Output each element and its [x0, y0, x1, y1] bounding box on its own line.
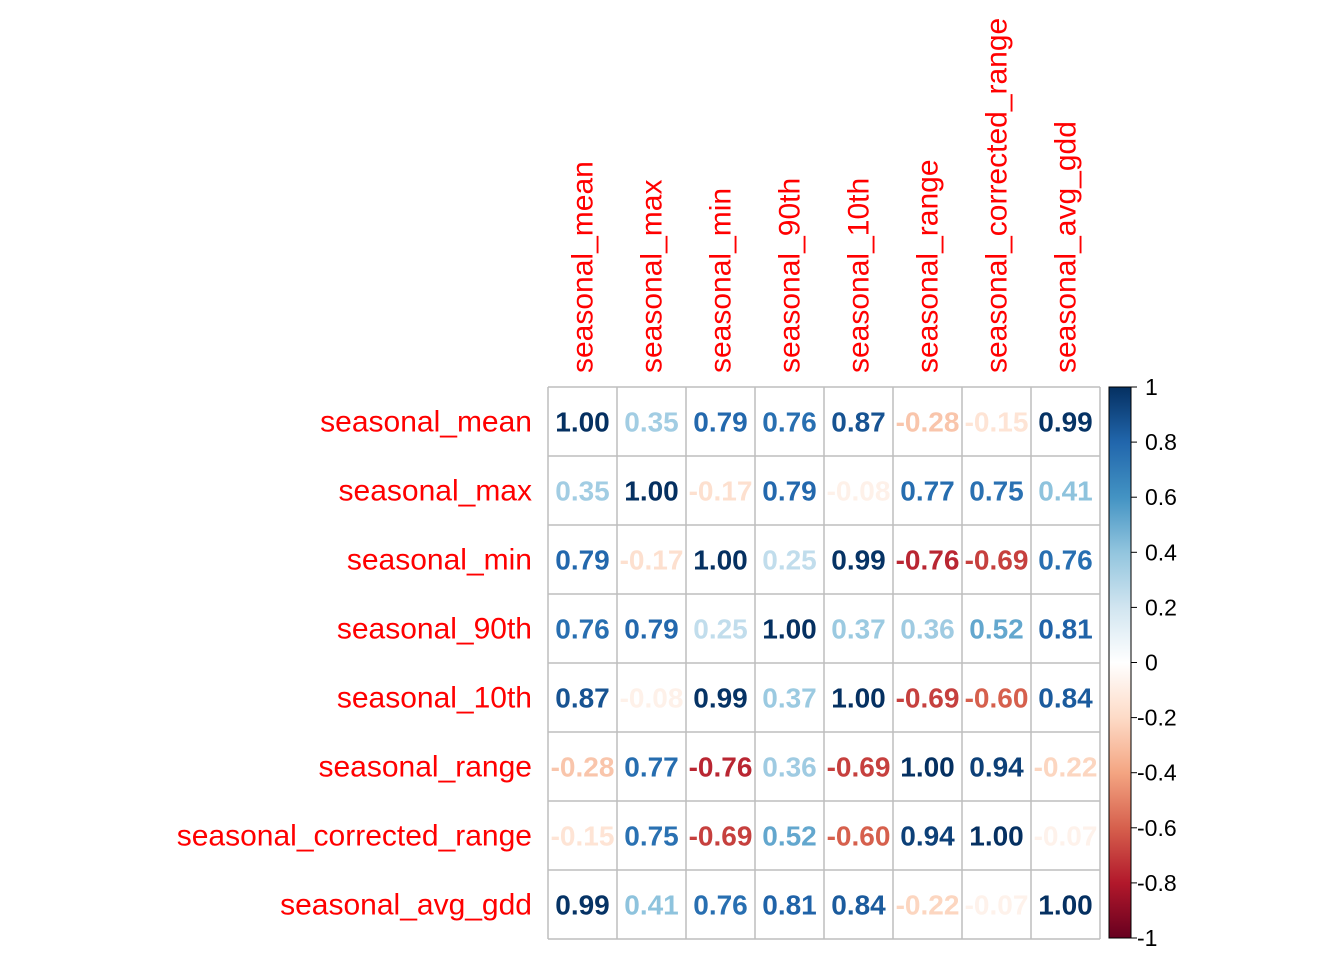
cell-value: -0.28: [551, 752, 615, 783]
cell-value: -0.07: [965, 890, 1029, 921]
cell-value: -0.17: [689, 476, 753, 507]
column-label: seasonal_corrected_range: [981, 18, 1014, 373]
cell-value: 0.79: [555, 545, 610, 576]
color-bar-tick-label: 0.4: [1145, 539, 1177, 565]
color-bar: [1108, 386, 1132, 939]
cell-value: 0.77: [624, 752, 679, 783]
cell-value: 1.00: [693, 545, 748, 576]
row-label: seasonal_max: [339, 475, 532, 508]
cell-value: 0.99: [555, 890, 610, 921]
cell-value: 1.00: [969, 821, 1024, 852]
cell-value: -0.60: [965, 683, 1029, 714]
cell-value: 0.35: [555, 476, 610, 507]
column-label: seasonal_avg_gdd: [1050, 121, 1083, 373]
cell-value: 0.41: [1038, 476, 1093, 507]
color-bar-tick-label: 0: [1145, 650, 1158, 676]
cell-value: 0.36: [762, 752, 817, 783]
cell-value: 0.75: [969, 476, 1024, 507]
color-bar-tick-label: -0.2: [1137, 705, 1177, 731]
cell-value: 0.76: [555, 614, 610, 645]
cell-value: -0.07: [1034, 821, 1098, 852]
cell-value: -0.22: [896, 890, 960, 921]
cell-value: 0.79: [762, 476, 817, 507]
cell-value: 0.99: [693, 683, 748, 714]
cell-value: 0.79: [693, 407, 748, 438]
cell-value: 0.25: [693, 614, 748, 645]
cell-value: 0.41: [624, 890, 679, 921]
cell-value: 1.00: [1038, 890, 1093, 921]
cell-value: -0.69: [965, 545, 1029, 576]
row-label: seasonal_mean: [320, 406, 532, 439]
row-label: seasonal_10th: [337, 682, 532, 715]
cell-value: 0.76: [762, 407, 817, 438]
column-label: seasonal_90th: [774, 178, 807, 373]
cell-value: -0.08: [827, 476, 891, 507]
cell-value: 0.84: [831, 890, 886, 921]
cell-value: 1.00: [624, 476, 679, 507]
color-bar-tick-label: 0.8: [1145, 429, 1177, 455]
cell-value: 0.52: [969, 614, 1024, 645]
cell-value: 0.25: [762, 545, 817, 576]
cell-value: 0.37: [762, 683, 817, 714]
cell-value: 0.81: [762, 890, 817, 921]
cell-value: 0.94: [969, 752, 1024, 783]
row-label: seasonal_range: [318, 751, 532, 784]
cell-value: 0.35: [624, 407, 679, 438]
row-labels: seasonal_mean seasonal_max seasonal_minsea…: [177, 406, 532, 922]
cell-value: -0.76: [689, 752, 753, 783]
cell-value: -0.69: [689, 821, 753, 852]
cell-value: 1.00: [555, 407, 610, 438]
cell-value: -0.08: [620, 683, 684, 714]
column-label: seasonal_range: [912, 159, 945, 373]
cell-value: 0.36: [900, 614, 955, 645]
cell-value: 1.00: [831, 683, 886, 714]
cell-value: 0.52: [762, 821, 817, 852]
color-bar-tick-label: -1: [1137, 925, 1157, 951]
row-label: seasonal_90th: [337, 613, 532, 646]
cell-value: 0.77: [900, 476, 955, 507]
cell-value: 0.99: [831, 545, 886, 576]
row-label: seasonal_min: [347, 544, 532, 577]
cell-value: -0.60: [827, 821, 891, 852]
cell-value: 0.87: [831, 407, 886, 438]
color-bar-tick-label: -0.4: [1137, 760, 1177, 786]
row-label: seasonal_avg_gdd: [280, 889, 532, 922]
cell-value: -0.69: [827, 752, 891, 783]
cell-value: 0.76: [693, 890, 748, 921]
cell-value: 1.00: [900, 752, 955, 783]
color-bar-tick-label: -0.6: [1137, 815, 1177, 841]
column-label: seasonal_min: [705, 188, 738, 373]
cell-value: 0.84: [1038, 683, 1093, 714]
color-legend: 1 0.8 0.6 0.4 0.2 0 -0.2 -0.4 -0.6 -0.8 -1: [1108, 374, 1177, 951]
column-label: seasonal_max: [636, 180, 669, 373]
cell-value: 0.75: [624, 821, 679, 852]
cell-value: 0.94: [900, 821, 955, 852]
cell-value: 0.81: [1038, 614, 1093, 645]
column-label: seasonal_10th: [843, 178, 876, 373]
cell-value: 0.37: [831, 614, 886, 645]
cell-value: -0.76: [896, 545, 960, 576]
color-bar-tick-label: 1: [1145, 374, 1158, 400]
cell-value: 1.00: [762, 614, 817, 645]
row-label: seasonal_corrected_range: [177, 820, 532, 853]
cell-value: 0.76: [1038, 545, 1093, 576]
cell-value: -0.15: [965, 407, 1029, 438]
cell-value: -0.15: [551, 821, 615, 852]
cell-value: -0.28: [896, 407, 960, 438]
cell-value: 0.79: [624, 614, 679, 645]
column-label: seasonal_mean: [567, 161, 600, 373]
cell-value: -0.22: [1034, 752, 1098, 783]
cell-values: 1.00 0.35 0.79 0.76 0.87 -0.28 -0.15 0.990.35 1.…: [551, 407, 1098, 921]
grid-lines: [547, 386, 1101, 940]
cell-value: -0.69: [896, 683, 960, 714]
color-bar-tick-label: 0.2: [1145, 594, 1177, 620]
cell-value: -0.17: [620, 545, 684, 576]
cell-value: 0.99: [1038, 407, 1093, 438]
color-bar-tick-label: -0.8: [1137, 870, 1177, 896]
color-bar-tick-label: 0.6: [1145, 484, 1177, 510]
column-labels: seasonal_mean seasonal_max seasonal_min sea…: [567, 18, 1083, 373]
cell-value: 0.87: [555, 683, 610, 714]
